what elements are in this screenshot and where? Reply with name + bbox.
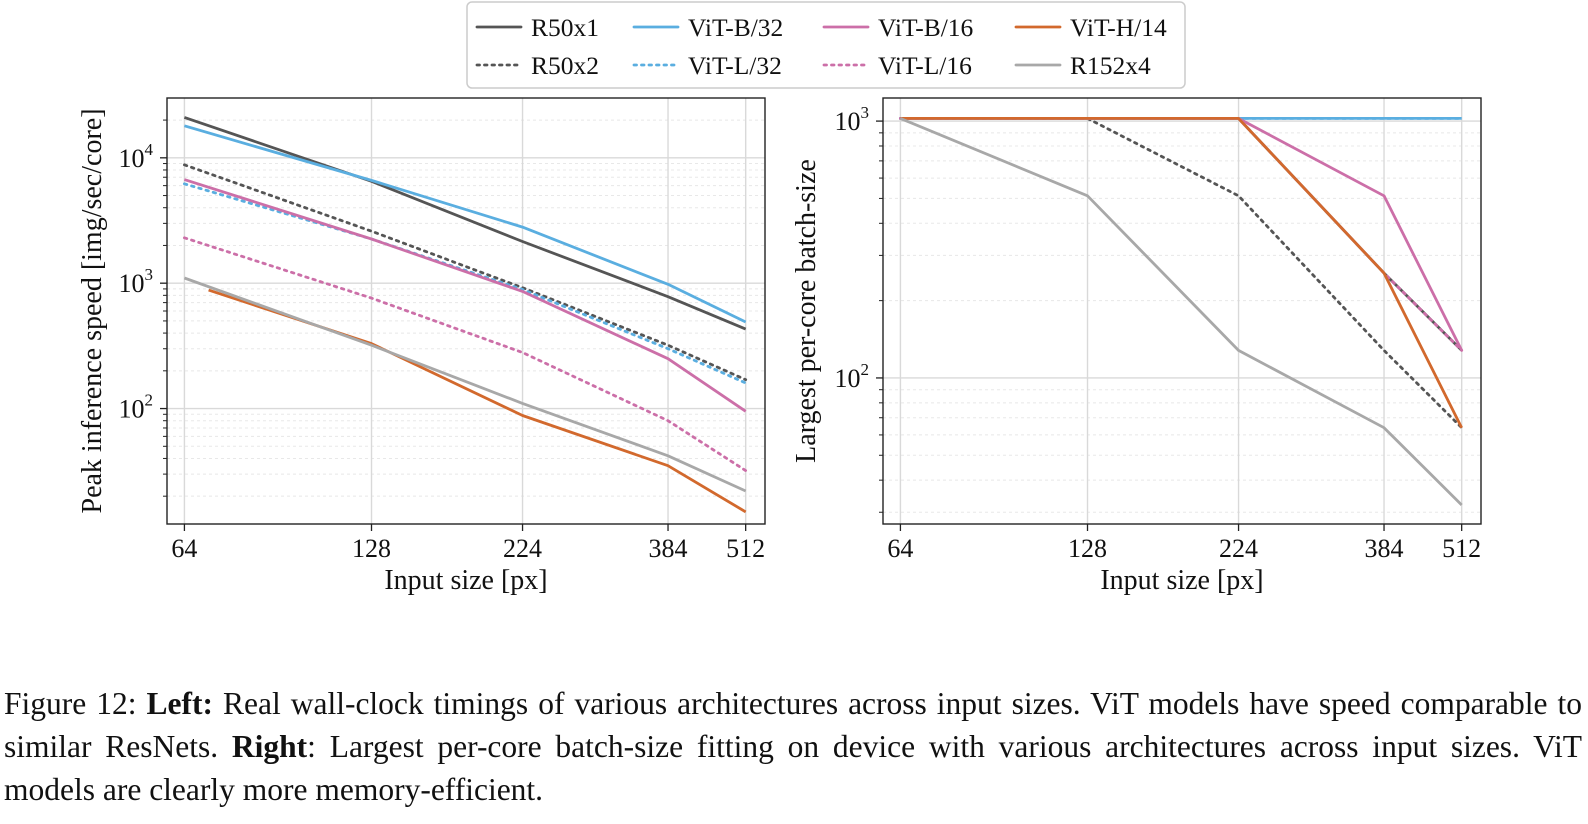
- chart-left-inference-speed: 102 103 104 64 128 224 384 512 Input size [px] Pe…: [77, 97, 766, 596]
- right-chart-plot-area: [883, 98, 1481, 524]
- right-chart-x-axis-label: Input size [px]: [1100, 565, 1263, 596]
- caption-right-text: : Largest per-core batch-size fitting on…: [4, 729, 1582, 807]
- legend-label-vit-l-32: ViT-L/32: [688, 51, 782, 80]
- left-chart-x-tick-label: 384: [649, 534, 688, 563]
- left-chart-x-axis-label: Input size [px]: [384, 565, 547, 596]
- left-chart-series-vit-b-32: [184, 124, 747, 324]
- caption-left-text: Real wall-clock timings of various archi…: [4, 686, 1583, 764]
- left-chart-series-r152x4: [183, 276, 747, 493]
- right-chart-x-tick-label: 384: [1365, 534, 1404, 563]
- legend-frame: [466, 1, 1186, 89]
- legend-label-vit-h-14: ViT-H/14: [1070, 13, 1167, 42]
- legend: R50x1 R50x2 ViT-B/32 ViT-L/32 ViT-B/16 ViT-L/…: [466, 1, 1186, 89]
- right-chart-x-tick-label: 64: [887, 534, 913, 563]
- right-chart-series-r152x4: [899, 117, 1463, 506]
- right-chart-y-axis-label: Largest per-core batch-size: [791, 159, 822, 463]
- left-chart-axes-frame: [166, 97, 766, 525]
- right-chart-x-tick-label: 224: [1219, 534, 1258, 563]
- left-chart-y-tick-label: 104: [119, 140, 154, 173]
- legend-label-vit-b-32: ViT-B/32: [688, 13, 783, 42]
- right-chart-x-tick-label: 128: [1068, 534, 1107, 563]
- caption-label: Figure 12:: [4, 686, 137, 721]
- left-chart-y-tick-label: 102: [119, 391, 154, 424]
- legend-label-r50x2: R50x2: [531, 51, 599, 80]
- caption-right-heading: Right: [231, 729, 308, 764]
- left-chart-y-axis-label: Peak inference speed [img/sec/core]: [77, 108, 108, 513]
- chart-right-batch-size: 102 103 64 128 224 384 512 Input size [px] Large…: [791, 97, 1482, 596]
- legend-label-r50x1: R50x1: [531, 13, 599, 42]
- figure-caption: Figure 12: Left: Real wall-clock timings…: [4, 682, 1582, 811]
- right-chart-series-vit-h-14: [900, 117, 1463, 429]
- left-chart-x-tick-label: 64: [171, 534, 197, 563]
- left-chart-y-tick-label: 103: [119, 265, 154, 298]
- left-chart-series-r50x2: [182, 163, 748, 382]
- left-chart-series-vit-l-16: [182, 236, 748, 473]
- right-chart-y-tick-label: 103: [835, 103, 870, 136]
- legend-label-vit-b-16: ViT-B/16: [878, 13, 973, 42]
- right-chart-x-tick-label: 512: [1442, 534, 1481, 563]
- legend-label-r152x4: R152x4: [1070, 51, 1151, 80]
- legend-label-vit-l-16: ViT-L/16: [878, 51, 972, 80]
- caption-left-heading: Left:: [146, 686, 213, 721]
- right-chart-axes-frame: [882, 97, 1482, 525]
- left-chart-x-tick-label: 128: [352, 534, 391, 563]
- left-chart-series-vit-b-16: [183, 178, 747, 413]
- right-chart-y-tick-label: 102: [835, 360, 870, 393]
- left-chart-x-tick-label: 224: [503, 534, 542, 563]
- left-chart-x-tick-label: 512: [726, 534, 765, 563]
- figure: R50x1 R50x2 ViT-B/32 ViT-L/32 ViT-B/16 ViT-L/…: [77, 1, 1482, 596]
- left-chart-series-r50x1: [183, 116, 747, 331]
